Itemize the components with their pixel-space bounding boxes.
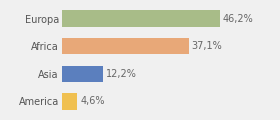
Text: 12,2%: 12,2%: [106, 69, 137, 79]
Bar: [62, 93, 77, 110]
Bar: [62, 38, 189, 54]
Text: 4,6%: 4,6%: [80, 96, 105, 106]
Text: 37,1%: 37,1%: [192, 41, 222, 51]
Text: 46,2%: 46,2%: [223, 14, 254, 24]
Bar: [62, 66, 104, 82]
Bar: [62, 10, 220, 27]
